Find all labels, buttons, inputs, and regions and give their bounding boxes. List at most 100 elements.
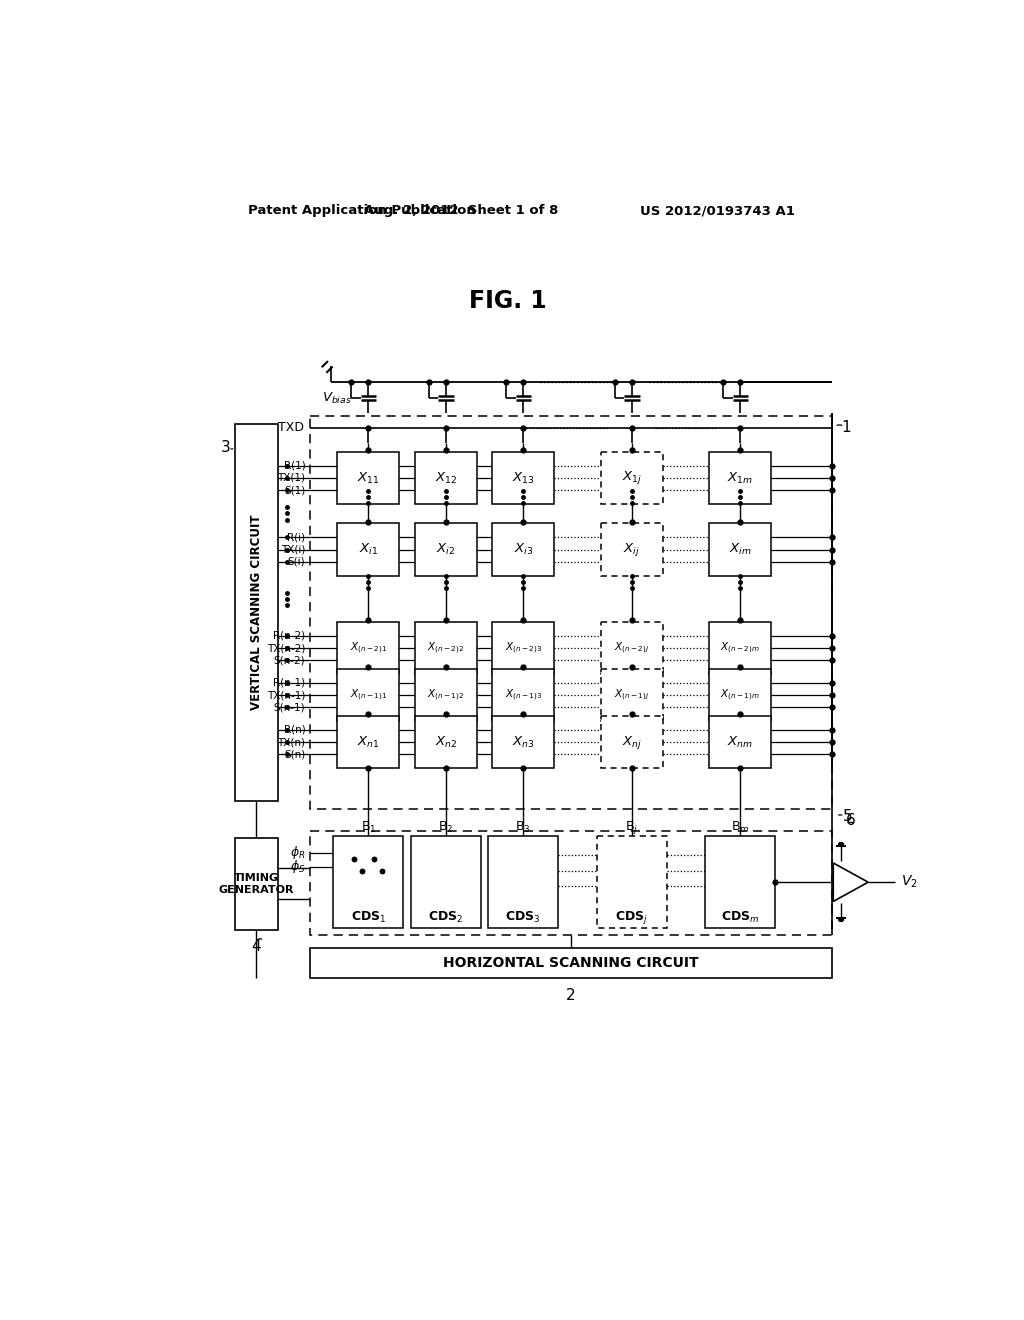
Text: CDS$_3$: CDS$_3$ (506, 909, 541, 925)
Text: 1: 1 (841, 420, 851, 434)
Bar (310, 830, 831, 935)
Text: $X_{13}$: $X_{13}$ (512, 470, 535, 486)
Text: $X_{1j}$: $X_{1j}$ (622, 470, 642, 487)
Bar (337, 524, 399, 576)
Text: $X_{ij}$: $X_{ij}$ (624, 541, 640, 558)
Bar (493, 622, 554, 675)
Text: 5: 5 (843, 809, 852, 824)
Bar (493, 669, 554, 721)
Text: $X_{nm}$: $X_{nm}$ (727, 734, 754, 750)
Text: 4: 4 (252, 940, 261, 954)
Text: R(n-1): R(n-1) (273, 677, 305, 688)
Text: $X_{(n-1)1}$: $X_{(n-1)1}$ (349, 688, 387, 702)
Bar (710, 669, 771, 721)
Text: $X_{(n-2)3}$: $X_{(n-2)3}$ (505, 640, 542, 656)
Text: $X_{(n-2)2}$: $X_{(n-2)2}$ (427, 640, 464, 656)
Bar (337, 715, 399, 768)
Text: B$_2$: B$_2$ (438, 820, 454, 836)
Text: B$_m$: B$_m$ (731, 820, 750, 836)
Text: $X_{11}$: $X_{11}$ (357, 470, 380, 486)
Bar (601, 451, 663, 504)
Bar (234, 424, 278, 801)
Text: VERTICAL SCANNING CIRCUIT: VERTICAL SCANNING CIRCUIT (250, 515, 263, 710)
Bar (337, 669, 399, 721)
Bar (411, 836, 480, 928)
Text: $X_{(n-1)2}$: $X_{(n-1)2}$ (427, 688, 464, 702)
Text: Aug. 2, 2012  Sheet 1 of 8: Aug. 2, 2012 Sheet 1 of 8 (365, 205, 558, 218)
Text: 6: 6 (846, 813, 855, 828)
Text: 2: 2 (566, 987, 575, 1003)
Bar (337, 622, 399, 675)
Bar (337, 451, 399, 504)
Text: US 2012/0193743 A1: US 2012/0193743 A1 (640, 205, 795, 218)
Bar (310, 948, 831, 978)
Bar (415, 524, 477, 576)
Text: B$_j$: B$_j$ (626, 818, 638, 836)
Bar (710, 715, 771, 768)
Text: S(i): S(i) (288, 557, 305, 566)
Text: TX(n-2): TX(n-2) (267, 643, 305, 653)
Bar (415, 622, 477, 675)
Text: CDS$_m$: CDS$_m$ (721, 909, 760, 925)
Bar (710, 622, 771, 675)
Text: TX(n-1): TX(n-1) (267, 690, 305, 700)
Bar (601, 669, 663, 721)
Text: B$_3$: B$_3$ (515, 820, 531, 836)
Bar (415, 715, 477, 768)
Text: $X_{(n-2)m}$: $X_{(n-2)m}$ (720, 640, 760, 656)
Text: TIMING
GENERATOR: TIMING GENERATOR (218, 873, 294, 895)
Text: $X_{1m}$: $X_{1m}$ (727, 470, 754, 486)
Text: R(1): R(1) (284, 461, 305, 471)
Bar (234, 837, 278, 929)
Text: $X_{nj}$: $X_{nj}$ (622, 734, 642, 751)
Bar (710, 524, 771, 576)
Text: Patent Application Publication: Patent Application Publication (248, 205, 476, 218)
Text: $X_{(n-2)1}$: $X_{(n-2)1}$ (349, 640, 387, 656)
Text: R(n): R(n) (284, 725, 305, 735)
Text: FIG. 1: FIG. 1 (469, 289, 547, 313)
Bar (310, 416, 831, 809)
Text: $V_2$: $V_2$ (901, 874, 919, 891)
Bar (601, 622, 663, 675)
Text: $X_{i1}$: $X_{i1}$ (358, 543, 378, 557)
Text: $X_{(n-2)j}$: $X_{(n-2)j}$ (614, 640, 649, 656)
Text: CDS$_1$: CDS$_1$ (350, 909, 386, 925)
Text: S(n-2): S(n-2) (273, 656, 305, 665)
Text: $X_{(n-1)m}$: $X_{(n-1)m}$ (720, 688, 760, 702)
Text: B$_1$: B$_1$ (360, 820, 376, 836)
Bar (706, 836, 775, 928)
Text: $X_{i2}$: $X_{i2}$ (436, 543, 456, 557)
Bar (597, 836, 667, 928)
Text: CDS$_j$: CDS$_j$ (615, 909, 648, 927)
Bar (601, 524, 663, 576)
Text: R(i): R(i) (288, 532, 305, 543)
Text: TX(i): TX(i) (282, 545, 305, 554)
Text: S(1): S(1) (285, 486, 305, 495)
Text: 3: 3 (221, 440, 230, 454)
Text: $V_{bias}$: $V_{bias}$ (322, 391, 351, 407)
Text: HORIZONTAL SCANNING CIRCUIT: HORIZONTAL SCANNING CIRCUIT (443, 956, 698, 970)
Bar (334, 836, 403, 928)
Text: TX(n): TX(n) (278, 737, 305, 747)
Bar (493, 524, 554, 576)
Text: R(n-2): R(n-2) (273, 631, 305, 640)
Bar (493, 715, 554, 768)
Bar (415, 669, 477, 721)
Text: $X_{12}$: $X_{12}$ (434, 470, 457, 486)
Text: $\phi_R$: $\phi_R$ (290, 845, 305, 862)
Bar (710, 451, 771, 504)
Text: S(n): S(n) (285, 750, 305, 759)
Text: $X_{im}$: $X_{im}$ (729, 543, 752, 557)
Bar (601, 715, 663, 768)
Bar (488, 836, 558, 928)
Text: $X_{(n-1)j}$: $X_{(n-1)j}$ (614, 688, 649, 702)
Bar (415, 451, 477, 504)
Text: TXD: TXD (278, 421, 304, 434)
Bar (493, 451, 554, 504)
Text: CDS$_2$: CDS$_2$ (428, 909, 464, 925)
Text: $X_{n2}$: $X_{n2}$ (434, 734, 457, 750)
Text: $X_{(n-1)3}$: $X_{(n-1)3}$ (505, 688, 542, 702)
Text: S(n-1): S(n-1) (273, 702, 305, 713)
Text: $X_{i3}$: $X_{i3}$ (514, 543, 532, 557)
Text: TX(1): TX(1) (278, 473, 305, 483)
